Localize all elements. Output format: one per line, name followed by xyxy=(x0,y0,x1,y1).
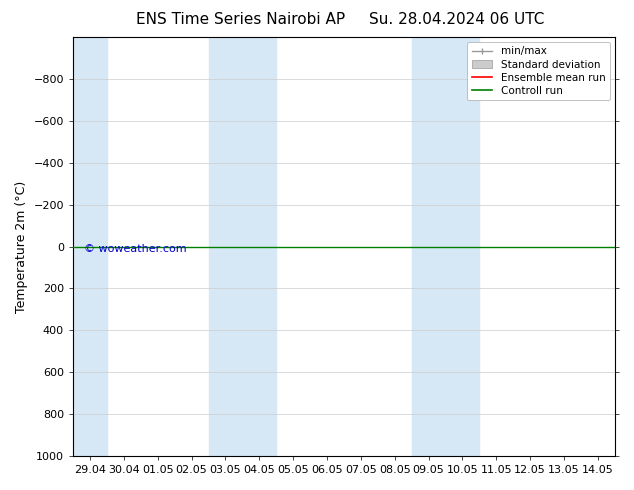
Text: Su. 28.04.2024 06 UTC: Su. 28.04.2024 06 UTC xyxy=(369,12,544,27)
Bar xyxy=(209,37,276,456)
Bar xyxy=(411,37,479,456)
Text: © woweather.com: © woweather.com xyxy=(84,245,186,254)
Bar xyxy=(73,37,107,456)
Text: ENS Time Series Nairobi AP: ENS Time Series Nairobi AP xyxy=(136,12,346,27)
Y-axis label: Temperature 2m (°C): Temperature 2m (°C) xyxy=(15,180,28,313)
Legend: min/max, Standard deviation, Ensemble mean run, Controll run: min/max, Standard deviation, Ensemble me… xyxy=(467,42,610,100)
